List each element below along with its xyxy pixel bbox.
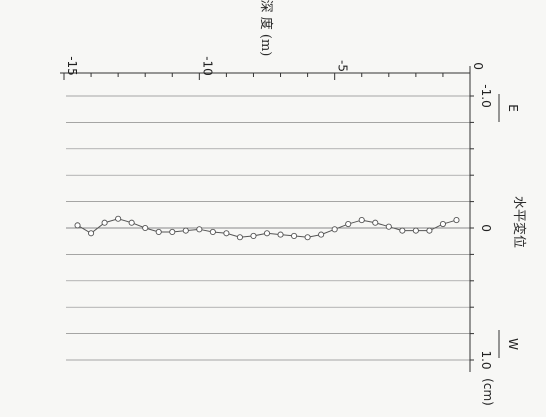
data-point bbox=[250, 232, 257, 239]
data-point bbox=[223, 230, 230, 237]
data-point bbox=[358, 217, 365, 224]
depth-tick-label: -15 bbox=[65, 56, 79, 76]
data-point bbox=[88, 230, 95, 237]
data-point bbox=[453, 217, 460, 224]
displacement-axis-title: 水平変位 bbox=[511, 196, 527, 248]
data-point bbox=[331, 226, 338, 233]
data-point bbox=[426, 227, 433, 234]
data-point bbox=[385, 223, 392, 230]
data-point bbox=[182, 227, 189, 234]
data-point bbox=[169, 228, 176, 236]
axes bbox=[60, 66, 474, 372]
data-point bbox=[128, 219, 135, 226]
depth-tick-label: -10 bbox=[200, 56, 214, 76]
data-point bbox=[412, 227, 419, 234]
grid-lines bbox=[66, 95, 470, 361]
depth-tick-label: 0 bbox=[471, 62, 485, 70]
data-point bbox=[345, 220, 352, 228]
data-point bbox=[155, 228, 162, 236]
data-point bbox=[372, 219, 379, 226]
data-point bbox=[304, 234, 311, 241]
displacement-unit-label: (cm) bbox=[481, 378, 495, 406]
displacement-tick-label: 0 bbox=[479, 224, 493, 232]
direction-label-east: E bbox=[506, 104, 520, 112]
data-point bbox=[196, 226, 203, 233]
axis-labels: E W 深 度 (m) 水平変位 (cm) bbox=[258, 0, 527, 406]
data-point bbox=[277, 231, 284, 238]
data-point bbox=[209, 228, 216, 236]
displacement-tick-label: 1.0 bbox=[479, 350, 493, 369]
data-point bbox=[101, 219, 108, 226]
direction-label-west: W bbox=[506, 338, 520, 350]
depth-tick-label: -5 bbox=[336, 60, 350, 72]
data-point bbox=[115, 215, 122, 222]
data-point bbox=[439, 220, 446, 228]
data-point bbox=[399, 227, 406, 234]
data-point bbox=[74, 222, 81, 229]
depth-axis-title: 深 度 (m) bbox=[258, 0, 274, 56]
data-point bbox=[291, 232, 298, 239]
data-point bbox=[263, 230, 271, 237]
data-point bbox=[142, 224, 149, 232]
data-point bbox=[236, 234, 243, 241]
series-group bbox=[74, 215, 460, 241]
tick-labels: 0 -5 -10 -15 -1.0 0 1.0 bbox=[65, 56, 493, 369]
data-point bbox=[318, 231, 325, 238]
displacement-tick-label: -1.0 bbox=[479, 84, 493, 107]
